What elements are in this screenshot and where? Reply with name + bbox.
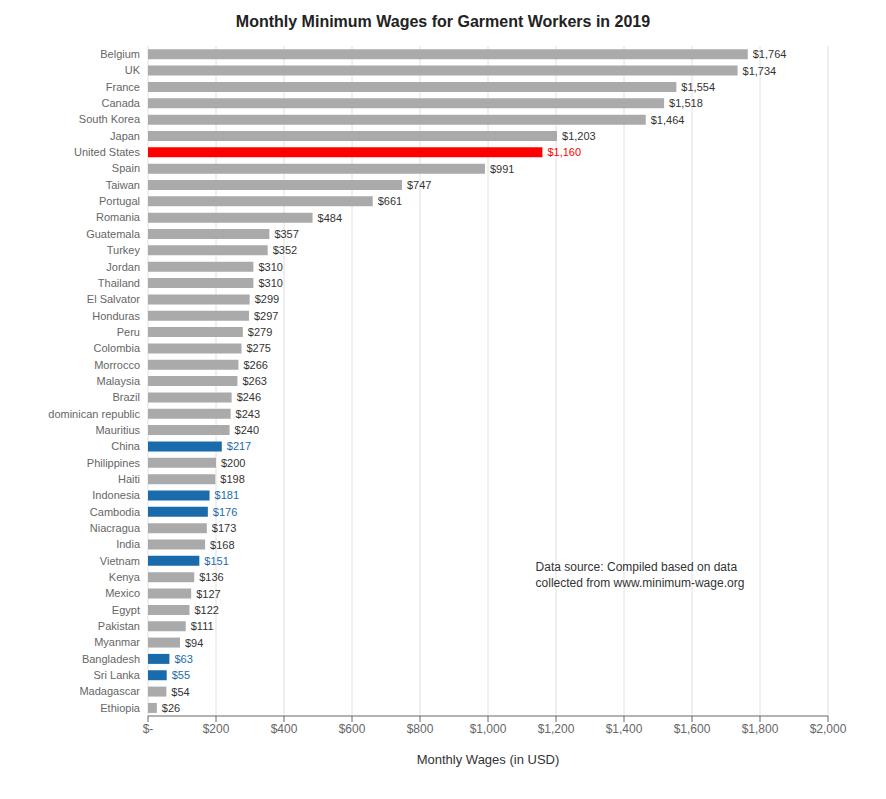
- svg-text:$1,764: $1,764: [753, 48, 787, 60]
- svg-text:Vietnam: Vietnam: [100, 555, 140, 567]
- svg-text:$400: $400: [271, 722, 298, 736]
- svg-text:France: France: [106, 81, 140, 93]
- svg-text:$310: $310: [258, 261, 282, 273]
- svg-text:Turkey: Turkey: [107, 244, 141, 256]
- svg-text:Mauritius: Mauritius: [95, 424, 140, 436]
- svg-text:Sri Lanka: Sri Lanka: [94, 669, 141, 681]
- svg-text:Colombia: Colombia: [94, 342, 141, 354]
- svg-text:$1,000: $1,000: [470, 722, 507, 736]
- svg-text:$1,518: $1,518: [669, 97, 703, 109]
- svg-text:$275: $275: [247, 342, 271, 354]
- svg-text:Peru: Peru: [117, 326, 140, 338]
- svg-text:Madagascar: Madagascar: [79, 685, 140, 697]
- svg-text:$198: $198: [220, 473, 244, 485]
- svg-text:Thailand: Thailand: [98, 277, 140, 289]
- svg-text:Philippines: Philippines: [87, 457, 141, 469]
- svg-text:$1,200: $1,200: [538, 722, 575, 736]
- svg-text:Japan: Japan: [110, 130, 140, 142]
- svg-text:Myanmar: Myanmar: [94, 636, 140, 648]
- svg-text:$246: $246: [237, 391, 261, 403]
- svg-text:Brazil: Brazil: [112, 391, 140, 403]
- svg-text:$136: $136: [199, 571, 223, 583]
- svg-text:$151: $151: [204, 555, 228, 567]
- svg-text:Bangladesh: Bangladesh: [82, 653, 140, 665]
- svg-text:Haiti: Haiti: [118, 473, 140, 485]
- svg-text:Taiwan: Taiwan: [106, 179, 140, 191]
- svg-text:Kenya: Kenya: [109, 571, 141, 583]
- svg-text:India: India: [116, 538, 141, 550]
- svg-text:El Salvator: El Salvator: [87, 293, 141, 305]
- svg-text:Mexico: Mexico: [105, 587, 140, 599]
- svg-text:$55: $55: [172, 669, 190, 681]
- svg-text:$173: $173: [212, 522, 236, 534]
- svg-text:Canada: Canada: [101, 97, 140, 109]
- svg-text:$1,554: $1,554: [681, 81, 715, 93]
- svg-text:$-: $-: [143, 722, 154, 736]
- svg-text:$747: $747: [407, 179, 431, 191]
- svg-text:$1,600: $1,600: [674, 722, 711, 736]
- svg-text:$200: $200: [203, 722, 230, 736]
- svg-text:$1,800: $1,800: [742, 722, 779, 736]
- svg-text:Portugal: Portugal: [99, 195, 140, 207]
- svg-text:$357: $357: [274, 228, 298, 240]
- svg-text:$1,734: $1,734: [743, 65, 777, 77]
- svg-text:Egypt: Egypt: [112, 604, 140, 616]
- html-text:collected from www.minimum-wag: collected from www.minimum-wage.org: [535, 576, 745, 591]
- svg-text:$310: $310: [258, 277, 282, 289]
- svg-text:$266: $266: [243, 359, 267, 371]
- svg-text:$63: $63: [174, 653, 192, 665]
- html-text:Data source: Compiled based on: Data source: Compiled based on data: [535, 560, 738, 575]
- svg-text:$484: $484: [318, 212, 342, 224]
- svg-text:Belgium: Belgium: [100, 48, 140, 60]
- svg-text:$243: $243: [236, 408, 260, 420]
- svg-text:$94: $94: [185, 637, 203, 649]
- svg-text:$1,160: $1,160: [547, 146, 581, 158]
- svg-text:Pakistan: Pakistan: [98, 620, 140, 632]
- svg-text:$181: $181: [215, 489, 239, 501]
- html-text:Monthly Minimum Wages for Garm: Monthly Minimum Wages for Garment Worker…: [235, 13, 651, 30]
- svg-text:United States: United States: [74, 146, 141, 158]
- svg-text:$168: $168: [210, 539, 234, 551]
- svg-text:Niacragua: Niacragua: [90, 522, 141, 534]
- svg-text:$1,400: $1,400: [606, 722, 643, 736]
- svg-text:$176: $176: [213, 506, 237, 518]
- svg-text:Cambodia: Cambodia: [90, 506, 141, 518]
- svg-text:dominican republic: dominican republic: [48, 408, 140, 420]
- svg-text:Jordan: Jordan: [106, 261, 140, 273]
- svg-text:Ethiopia: Ethiopia: [100, 702, 141, 714]
- svg-text:Indonesia: Indonesia: [92, 489, 141, 501]
- svg-text:Romania: Romania: [96, 211, 141, 223]
- svg-text:$127: $127: [196, 588, 220, 600]
- svg-text:$26: $26: [162, 702, 180, 714]
- svg-text:UK: UK: [125, 64, 141, 76]
- svg-text:Malaysia: Malaysia: [97, 375, 141, 387]
- svg-text:$352: $352: [273, 244, 297, 256]
- svg-text:$991: $991: [490, 163, 514, 175]
- svg-text:$263: $263: [242, 375, 266, 387]
- svg-text:$1,203: $1,203: [562, 130, 596, 142]
- svg-text:Guatemala: Guatemala: [86, 228, 141, 240]
- svg-text:$600: $600: [339, 722, 366, 736]
- svg-text:Spain: Spain: [112, 162, 140, 174]
- svg-text:$200: $200: [221, 457, 245, 469]
- svg-text:$111: $111: [191, 620, 214, 632]
- svg-text:$122: $122: [194, 604, 218, 616]
- svg-text:China: China: [111, 440, 141, 452]
- svg-text:$54: $54: [171, 686, 189, 698]
- svg-text:$279: $279: [248, 326, 272, 338]
- svg-text:$1,464: $1,464: [651, 114, 685, 126]
- svg-text:$299: $299: [255, 293, 279, 305]
- svg-text:$800: $800: [407, 722, 434, 736]
- svg-text:$217: $217: [227, 440, 251, 452]
- svg-text:$297: $297: [254, 310, 278, 322]
- svg-text:$2,000: $2,000: [810, 722, 847, 736]
- svg-text:Morrocco: Morrocco: [94, 359, 140, 371]
- svg-text:Honduras: Honduras: [92, 310, 140, 322]
- svg-text:South Korea: South Korea: [79, 113, 141, 125]
- svg-text:Monthly Wages (in USD): Monthly Wages (in USD): [417, 752, 560, 767]
- svg-text:$240: $240: [235, 424, 259, 436]
- svg-text:$661: $661: [378, 195, 402, 207]
